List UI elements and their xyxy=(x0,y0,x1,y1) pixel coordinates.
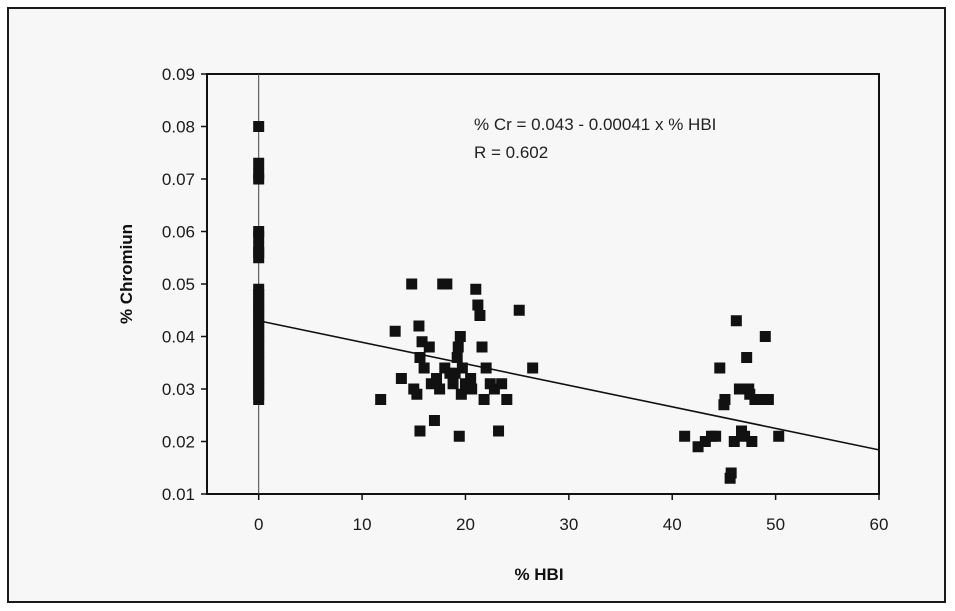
data-point xyxy=(466,383,478,395)
x-tick-label: 50 xyxy=(766,515,785,534)
data-point xyxy=(253,173,265,185)
data-point xyxy=(453,430,465,442)
data-point xyxy=(414,425,426,437)
data-point xyxy=(414,352,426,363)
data-point xyxy=(416,336,428,348)
data-point xyxy=(452,341,464,353)
y-tick-label: 0.06 xyxy=(162,223,195,242)
data-point xyxy=(472,299,484,311)
y-tick-label: 0.03 xyxy=(162,380,195,399)
data-point xyxy=(725,467,737,479)
data-point xyxy=(478,394,490,405)
x-axis-title: % HBI xyxy=(514,565,563,584)
data-point xyxy=(733,383,745,395)
data-point xyxy=(434,383,446,395)
x-tick-label: 60 xyxy=(870,515,889,534)
x-tick-label: 20 xyxy=(456,515,475,534)
data-point xyxy=(755,394,767,405)
data-point xyxy=(710,430,722,442)
data-point xyxy=(447,378,459,390)
data-point xyxy=(730,315,742,327)
data-point xyxy=(493,425,505,437)
data-point xyxy=(739,430,751,442)
data-point xyxy=(389,325,401,337)
data-point xyxy=(762,394,774,405)
data-point xyxy=(714,362,726,374)
data-point xyxy=(476,341,488,353)
y-tick-label: 0.01 xyxy=(162,485,195,504)
data-point xyxy=(470,283,482,295)
y-tick-label: 0.02 xyxy=(162,433,195,452)
y-tick-label: 0.09 xyxy=(162,65,195,84)
data-point xyxy=(749,394,761,405)
data-point xyxy=(474,310,486,321)
data-point xyxy=(719,394,731,405)
data-point xyxy=(253,231,265,243)
data-point xyxy=(746,436,758,447)
data-point xyxy=(451,352,463,363)
data-point xyxy=(699,436,711,447)
equation-annotation: % Cr = 0.043 - 0.00041 x % HBI xyxy=(474,115,716,134)
data-point xyxy=(759,331,771,342)
data-point xyxy=(449,367,461,379)
data-point xyxy=(488,383,500,395)
x-tick-label: 30 xyxy=(559,515,578,534)
data-point xyxy=(375,394,387,405)
data-point xyxy=(465,373,477,384)
x-tick-label: 10 xyxy=(353,515,372,534)
data-point xyxy=(411,388,423,400)
data-point xyxy=(741,352,753,363)
data-points xyxy=(253,121,785,484)
data-point xyxy=(428,415,440,426)
data-point xyxy=(496,378,508,390)
data-point xyxy=(395,373,407,384)
data-point xyxy=(431,373,443,384)
data-point xyxy=(406,278,418,290)
x-tick-label: 0 xyxy=(254,515,263,534)
data-point xyxy=(253,252,265,264)
data-point xyxy=(728,436,740,447)
y-tick-label: 0.08 xyxy=(162,118,195,137)
data-point xyxy=(692,441,704,453)
data-point xyxy=(441,278,453,290)
equation-annotation: R = 0.602 xyxy=(474,143,548,162)
data-point xyxy=(679,430,691,442)
data-point xyxy=(253,394,265,405)
data-point xyxy=(455,388,467,400)
data-point xyxy=(456,362,468,374)
trendline xyxy=(258,319,880,451)
y-axis-title: % Chromiun xyxy=(117,224,136,324)
x-tick-label: 40 xyxy=(663,515,682,534)
data-point xyxy=(253,157,265,169)
data-point xyxy=(513,304,525,316)
data-point xyxy=(423,341,435,353)
data-point xyxy=(527,362,539,374)
y-tick-label: 0.05 xyxy=(162,275,195,294)
data-point xyxy=(454,331,466,342)
y-tick-label: 0.04 xyxy=(162,328,195,347)
data-point xyxy=(501,394,513,405)
data-point xyxy=(418,362,430,374)
y-tick-label: 0.07 xyxy=(162,170,195,189)
data-point xyxy=(773,430,785,442)
data-point xyxy=(413,320,425,332)
data-point xyxy=(253,121,265,132)
